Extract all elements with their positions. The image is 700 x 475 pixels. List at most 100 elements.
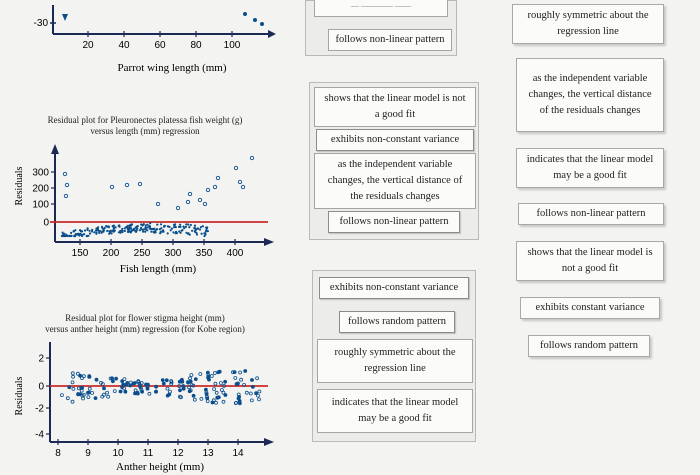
drop-zone-parrot[interactable]: — ———— —— follows non-linear pattern — [305, 0, 457, 56]
flower-point — [238, 370, 243, 375]
placed-item[interactable]: exhibits non-constant variance — [319, 277, 469, 299]
flower-point — [207, 377, 211, 382]
fish-point — [137, 181, 143, 187]
fish-point — [76, 233, 79, 236]
fish-point — [200, 232, 203, 235]
flower-point — [133, 391, 137, 396]
fish-ylabel: Residuals — [14, 166, 25, 205]
fish-point — [86, 228, 89, 231]
placed-item[interactable]: follows non-linear pattern — [328, 29, 452, 51]
flower-point — [221, 390, 226, 395]
flower-title-line1: Residual plot for flower stigma height (… — [65, 313, 225, 323]
flower-point — [140, 389, 145, 394]
fish-point — [105, 225, 108, 228]
option-random[interactable]: follows random pattern — [528, 335, 650, 357]
fish-point — [124, 182, 130, 188]
flower-point — [111, 379, 115, 384]
fish-point — [203, 232, 206, 235]
flower-point — [133, 388, 138, 393]
flower-point — [205, 399, 210, 403]
option-vertical-distance[interactable]: as the independent variable changes, the… — [516, 58, 664, 132]
flower-point — [145, 386, 150, 391]
flower-point — [257, 389, 262, 394]
flower-point — [102, 386, 106, 391]
fish-point — [72, 230, 75, 233]
x-tick-label: 250 — [134, 248, 151, 259]
flower-point — [178, 388, 182, 393]
fish-point — [83, 233, 86, 236]
flower-point — [80, 385, 84, 390]
y-tick-label: 100 — [32, 200, 49, 211]
flower-point — [218, 381, 223, 385]
fish-point — [146, 223, 149, 226]
fish-point — [93, 231, 96, 234]
flower-plot-title: Residual plot for flower stigma height (… — [30, 313, 260, 335]
flower-point — [70, 399, 75, 404]
fish-point — [233, 165, 239, 171]
flower-point — [100, 394, 105, 399]
flower-point — [118, 389, 123, 394]
flower-point — [78, 373, 82, 378]
fish-point — [129, 231, 132, 234]
fish-point — [74, 233, 77, 236]
fish-point — [110, 229, 114, 232]
fish-point — [185, 231, 188, 234]
flower-point — [100, 382, 105, 386]
fish-point — [212, 184, 218, 190]
parrot-ytick-top: -30 — [34, 18, 49, 29]
option-constant-variance[interactable]: exhibits constant variance — [520, 297, 660, 319]
drop-zone-fish[interactable]: shows that the linear model is not a goo… — [309, 82, 479, 240]
fish-point — [97, 226, 100, 229]
flower-point — [236, 396, 241, 401]
placed-item[interactable]: follows non-linear pattern — [328, 211, 460, 233]
fish-points — [60, 155, 255, 238]
placed-item[interactable]: indicates that the linear model may be a… — [317, 389, 473, 433]
fish-point — [187, 223, 190, 226]
placed-item[interactable]: roughly symmetric about the regression l… — [317, 339, 473, 383]
placed-item[interactable]: exhibits non-constant variance — [316, 129, 474, 151]
flower-point — [147, 391, 152, 396]
fish-point — [196, 227, 199, 230]
placed-item[interactable]: follows random pattern — [339, 311, 455, 333]
flower-point — [187, 389, 192, 394]
fish-point — [195, 233, 199, 236]
fish-point — [187, 191, 193, 197]
flower-point — [132, 381, 137, 385]
fish-point — [146, 226, 149, 229]
placed-item[interactable]: shows that the linear model is not a goo… — [314, 87, 476, 127]
placed-item[interactable]: as the independent variable changes, the… — [314, 153, 476, 209]
drop-zone-flower[interactable]: exhibits non-constant variance follows r… — [312, 270, 476, 442]
fish-point — [95, 232, 98, 235]
option-non-linear[interactable]: follows non-linear pattern — [518, 203, 664, 225]
flower-plot: Residuals 2 0 -2 -4 8 9 10 11 12 13 14 Anther hei… — [0, 336, 290, 475]
fish-point — [144, 230, 147, 233]
flower-yticks: 2 0 -2 -4 — [35, 354, 50, 441]
flower-point — [188, 376, 192, 381]
fish-point — [83, 229, 87, 232]
x-tick-label: 200 — [103, 248, 120, 259]
flower-point — [169, 380, 174, 385]
fish-point — [189, 223, 192, 227]
x-tick-label: 350 — [196, 248, 213, 259]
fish-point — [125, 225, 128, 229]
fish-point — [240, 184, 246, 190]
fish-point — [156, 223, 159, 226]
fish-point — [118, 225, 121, 228]
flower-point — [244, 390, 249, 395]
option-symmetric[interactable]: roughly symmetric about the regression l… — [512, 4, 664, 44]
flower-point — [257, 397, 261, 402]
fish-point — [150, 230, 153, 233]
fish-point — [133, 228, 136, 231]
flower-point — [94, 377, 99, 382]
flower-point — [110, 376, 114, 381]
option-not-good-fit[interactable]: shows that the linear model is not a goo… — [516, 241, 664, 281]
x-tick-label: 13 — [202, 448, 214, 459]
fish-point — [102, 228, 105, 231]
option-model-good-fit[interactable]: indicates that the linear model may be a… — [516, 148, 664, 188]
y-tick-label: -4 — [35, 430, 44, 441]
placed-item-cut[interactable]: — ———— —— — [314, 0, 448, 17]
flower-point — [233, 401, 238, 405]
parrot-point — [243, 12, 247, 16]
x-tick-label: 12 — [172, 448, 184, 459]
flower-point — [217, 369, 222, 374]
